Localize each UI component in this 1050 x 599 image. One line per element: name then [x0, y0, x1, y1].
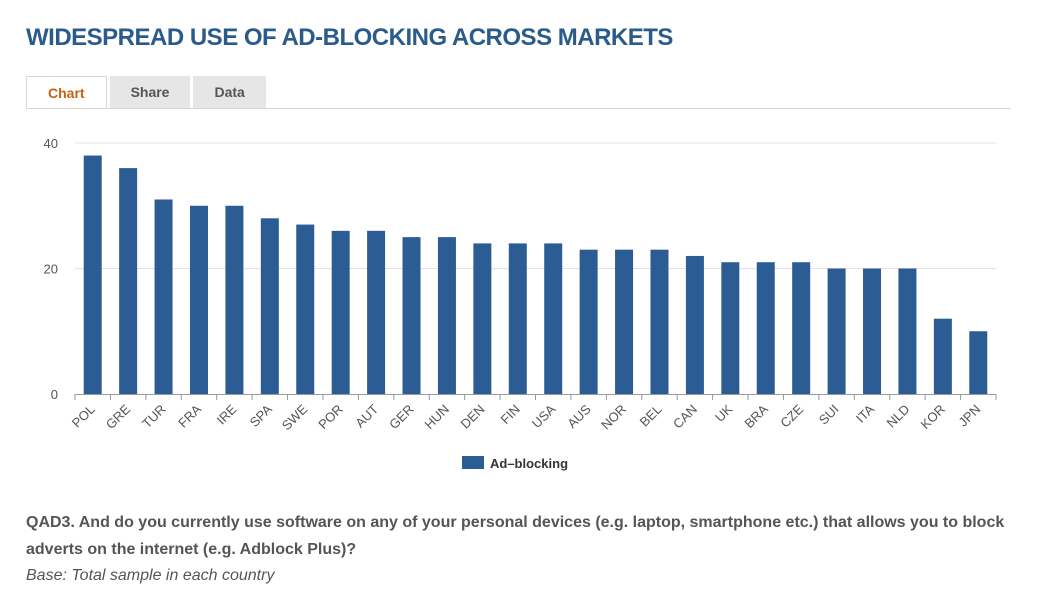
bar-por [331, 230, 350, 394]
x-tick-label: POL [69, 402, 98, 431]
x-tick-label: IRE [214, 401, 240, 427]
bar-usa [544, 243, 563, 394]
tab-data[interactable]: Data [193, 76, 266, 108]
x-tick-label: FIN [497, 402, 522, 427]
x-tick-label: BEL [637, 402, 665, 430]
x-tick-label: SUI [816, 402, 842, 428]
y-tick-label: 20 [44, 262, 58, 277]
x-tick-label: UK [712, 401, 736, 425]
tab-share[interactable]: Share [109, 76, 191, 108]
bar-gre [119, 168, 138, 394]
page-title: WIDESPREAD USE OF AD-BLOCKING ACROSS MAR… [26, 24, 673, 51]
bar-uk [721, 262, 740, 394]
bar-ire [225, 205, 244, 394]
survey-question: QAD3. And do you currently use software … [26, 514, 1005, 558]
x-tick-label: ITA [853, 401, 877, 425]
bar-fin [508, 243, 527, 394]
base-note: Base: Total sample in each country [26, 567, 275, 584]
x-tick-label: AUT [352, 401, 381, 430]
x-tick-label: GER [386, 402, 417, 433]
x-tick-label: USA [529, 401, 559, 431]
x-tick-label: CZE [777, 401, 806, 430]
bar-tur [154, 199, 173, 394]
bar-sui [827, 268, 846, 394]
x-tick-label: JPN [955, 402, 983, 430]
chart-footer: QAD3. And do you currently use software … [26, 509, 1016, 589]
x-tick-label: SWE [279, 401, 311, 433]
bar-bel [650, 249, 669, 394]
bar-ger [402, 237, 421, 394]
legend-swatch [462, 456, 484, 469]
x-tick-label: FRA [175, 401, 204, 430]
x-tick-label: SPA [247, 401, 276, 430]
bar-aus [579, 249, 598, 394]
legend-label: Ad–blocking [490, 456, 568, 471]
x-tick-label: NOR [598, 402, 629, 433]
bar-fra [189, 205, 208, 394]
x-tick-label: POR [315, 402, 346, 433]
x-tick-label: GRE [103, 401, 134, 432]
bar-cze [792, 262, 811, 394]
x-tick-label: HUN [422, 402, 453, 433]
bar-bra [756, 262, 775, 394]
x-tick-label: TUR [139, 402, 168, 431]
bar-pol [83, 155, 102, 394]
tab-chart[interactable]: Chart [26, 76, 107, 109]
bar-den [473, 243, 492, 394]
bar-nld [898, 268, 917, 394]
y-tick-label: 0 [51, 387, 58, 402]
bar-swe [296, 224, 315, 394]
bar-nor [615, 249, 634, 394]
chart-tabs: Chart Share Data [26, 76, 269, 109]
x-tick-label: DEN [457, 402, 487, 432]
bar-kor [933, 318, 952, 394]
x-tick-label: KOR [917, 402, 948, 433]
x-tick-label: CAN [670, 402, 700, 432]
bar-jpn [969, 331, 988, 394]
y-tick-label: 40 [44, 136, 58, 151]
bar-chart: 0 20 40 POL GRE TUR FRA IRE SPA SWE POR AUT GER HUN DE… [44, 136, 997, 471]
x-tick-label: AUS [564, 401, 594, 431]
x-tick-label: NLD [884, 402, 913, 431]
bar-aut [367, 230, 386, 394]
tab-divider [26, 108, 1011, 109]
x-tick-label: BRA [741, 401, 771, 431]
bar-spa [260, 218, 279, 394]
bar-can [685, 255, 704, 394]
bar-hun [437, 237, 456, 394]
bar-ita [863, 268, 882, 394]
